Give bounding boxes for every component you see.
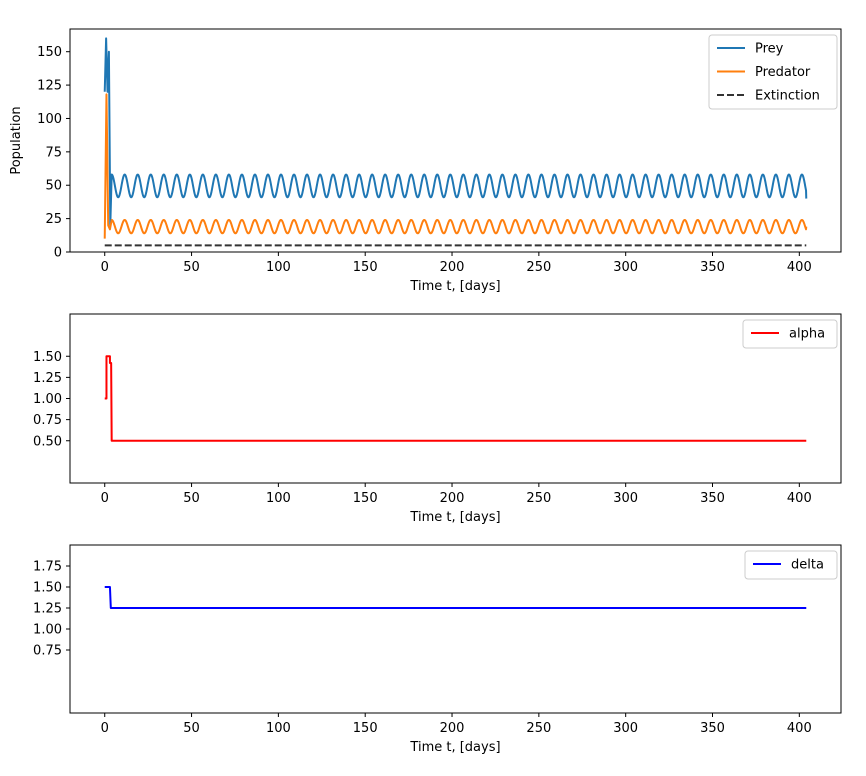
y-axis-label: Population	[9, 106, 24, 174]
x-tick-label: 0	[101, 260, 109, 275]
y-tick-label: 125	[37, 79, 62, 94]
x-tick-label: 300	[613, 721, 638, 736]
axes-frame	[69, 313, 842, 484]
x-tick-label: 400	[787, 260, 812, 275]
series-group	[103, 37, 808, 247]
y-tick-label: 1.50	[33, 350, 62, 365]
series-group	[104, 355, 807, 442]
chart-panel-2: 0 50 100 150 200 250 300 350 400 0.50 0.75 1.00 1.25…	[33, 313, 842, 525]
y-tick-label: 1.25	[33, 602, 62, 617]
legend-box	[742, 319, 838, 349]
legend-box	[744, 550, 838, 580]
y-tick-label: 1.75	[33, 560, 62, 575]
x-tick-label: 300	[613, 491, 638, 506]
axes-frame	[69, 544, 842, 714]
y-tick-label: 0.75	[33, 413, 62, 428]
series-line-delta	[104, 586, 807, 609]
x-tick-label: 150	[353, 491, 378, 506]
x-tick-label: 350	[700, 721, 725, 736]
legend-label-predator: Predator	[755, 65, 811, 80]
legend-label-delta: delta	[791, 558, 824, 573]
y-tick-label: 100	[37, 112, 62, 127]
legend-box	[708, 34, 838, 110]
x-tick-label: 400	[787, 721, 812, 736]
x-tick-label: 200	[440, 721, 465, 736]
legend: delta	[744, 550, 838, 580]
legend-label-extinction: Extinction	[755, 89, 820, 104]
y-tick-label: 1.00	[33, 623, 62, 638]
x-tick-label: 100	[266, 491, 291, 506]
y-tick-label: 1.00	[33, 392, 62, 407]
legend-label-prey: Prey	[755, 42, 784, 57]
y-tick-label: 25	[45, 212, 62, 227]
x-tick-label: 400	[787, 491, 812, 506]
x-tick-label: 200	[440, 491, 465, 506]
x-axis-label: Time t, [days]	[409, 279, 500, 294]
x-axis-label: Time t, [days]	[409, 740, 500, 755]
x-tick-label: 0	[101, 491, 109, 506]
legend: Prey Predator Extinction	[708, 34, 838, 110]
y-tick-label: 50	[45, 179, 62, 194]
x-tick-label: 150	[353, 721, 378, 736]
x-tick-label: 150	[353, 260, 378, 275]
y-tick-label: 1.25	[33, 371, 62, 386]
y-tick-label: 75	[45, 145, 62, 160]
x-tick-label: 250	[526, 260, 551, 275]
x-tick-label: 350	[700, 260, 725, 275]
x-tick-label: 100	[266, 260, 291, 275]
chart-panel-3: 0 50 100 150 200 250 300 350 400 0.75 1.00 1.25 1.50…	[33, 544, 842, 755]
series-group	[104, 586, 807, 609]
x-tick-label: 0	[101, 721, 109, 736]
legend: alpha	[742, 319, 838, 349]
x-tick-label: 50	[183, 491, 200, 506]
series-line-predator	[103, 93, 808, 239]
legend-label-alpha: alpha	[789, 327, 825, 342]
y-tick-label: 150	[37, 45, 62, 60]
x-tick-label: 350	[700, 491, 725, 506]
y-tick-label: 0.50	[33, 434, 62, 449]
x-tick-label: 200	[440, 260, 465, 275]
x-tick-label: 300	[613, 260, 638, 275]
series-line-alpha	[104, 355, 807, 442]
y-tick-label: 0.75	[33, 644, 62, 659]
x-tick-label: 250	[526, 721, 551, 736]
axes-frame	[69, 28, 842, 253]
y-tick-label: 0	[54, 246, 62, 261]
x-tick-label: 250	[526, 491, 551, 506]
x-tick-label: 100	[266, 721, 291, 736]
chart-panel-1: 0 50 100 150 200 250 300 350 400 0 25 50 75 100 125 150…	[9, 28, 842, 294]
x-axis-label: Time t, [days]	[409, 510, 500, 525]
series-line-prey	[103, 37, 808, 227]
x-tick-label: 50	[183, 721, 200, 736]
x-tick-label: 50	[183, 260, 200, 275]
y-tick-label: 1.50	[33, 581, 62, 596]
